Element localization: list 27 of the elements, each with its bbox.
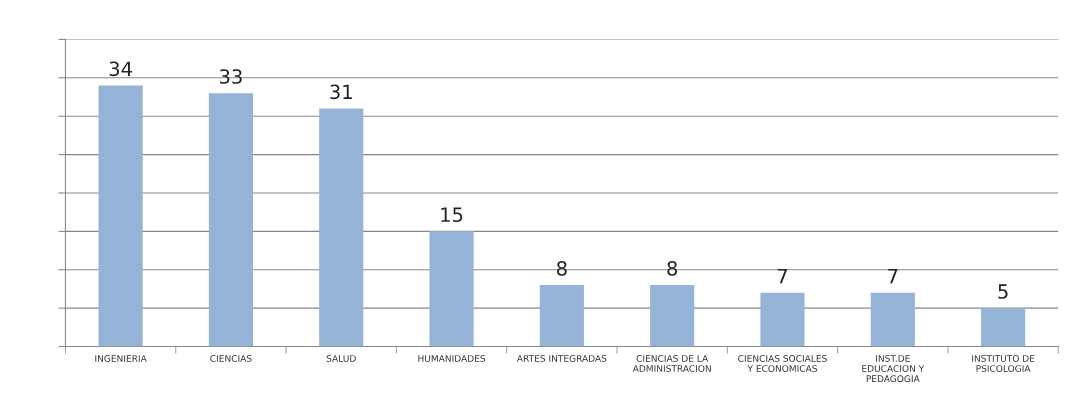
- data-label: 7: [888, 269, 898, 284]
- bar: [539, 285, 584, 347]
- data-label: 7: [777, 269, 788, 284]
- data-label: 34: [109, 61, 132, 77]
- bar: [319, 108, 364, 347]
- bar: [429, 231, 474, 347]
- x-tick-label: SALUD: [326, 355, 356, 362]
- bar: [870, 292, 915, 347]
- data-label: 33: [220, 69, 242, 84]
- data-label: 8: [667, 261, 678, 276]
- x-tick-label: CIENCIAS DE LA ADMINISTRACION: [632, 355, 711, 372]
- x-tick-label: CIENCIAS: [210, 355, 252, 362]
- data-label: 15: [441, 207, 463, 223]
- bar: [981, 308, 1026, 347]
- x-tick-label: INST.DE EDUCACION Y PEDAGOGIA: [862, 355, 925, 383]
- data-label: 31: [330, 84, 352, 100]
- data-label: 5: [998, 284, 1008, 299]
- bar: [208, 93, 253, 347]
- data-label: 8: [557, 261, 567, 276]
- x-tick-label: HUMANIDADES: [418, 355, 486, 362]
- bar: [760, 292, 805, 347]
- x-tick-label: CIENCIAS SOCIALES Y ECONOMICAS: [738, 355, 827, 372]
- bar: [98, 85, 143, 347]
- bar: [650, 285, 695, 347]
- x-tick-label: ARTES INTEGRADAS: [516, 355, 607, 362]
- x-tick-label: INGENIERIA: [95, 355, 147, 362]
- x-tick-label: INSTITUTO DE PSICOLOGIA: [972, 355, 1035, 372]
